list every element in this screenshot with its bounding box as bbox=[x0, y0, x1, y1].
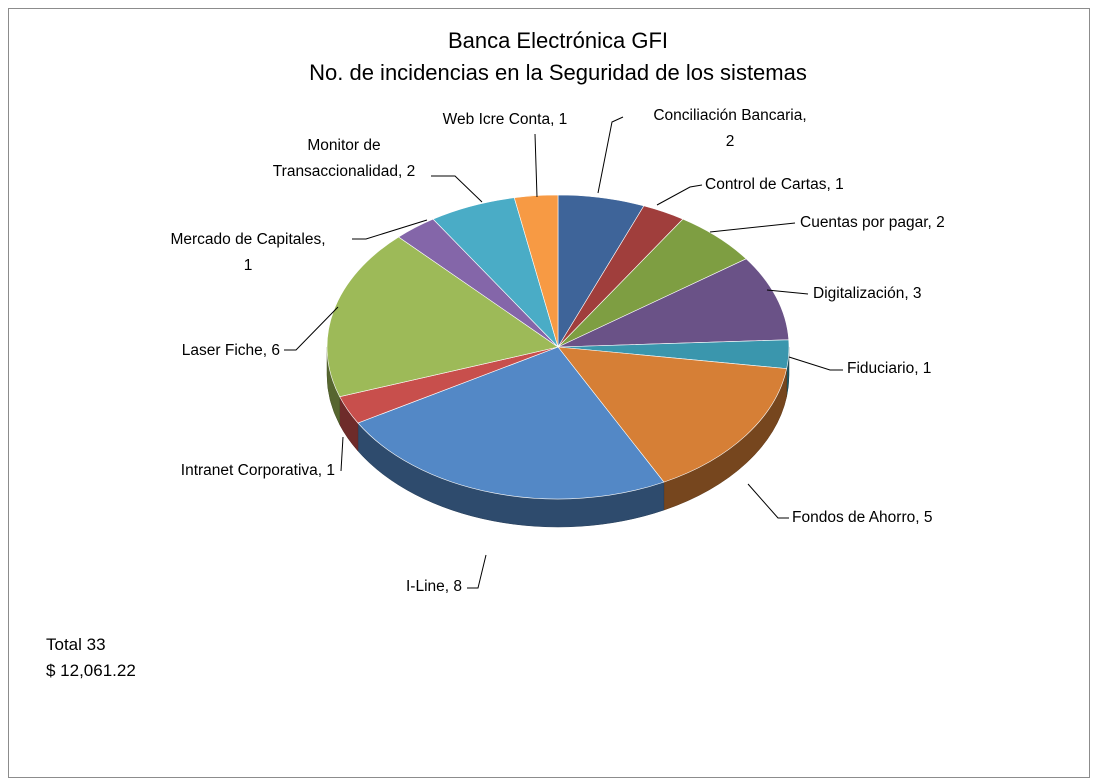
slice-label-line: Mercado de Capitales, bbox=[170, 231, 325, 248]
slice-fondos-de-ahorro bbox=[557, 346, 788, 483]
slice-label-fondos-de-ahorro: Fondos de Ahorro, 5 bbox=[792, 509, 932, 526]
leader-line-control-de-cartas bbox=[656, 184, 703, 206]
slice-label-conciliacion-bancaria: Conciliación Bancaria, 2 bbox=[653, 107, 806, 150]
leader-line-i-line bbox=[467, 554, 487, 589]
leader-line-cuentas-por-pagar bbox=[709, 222, 796, 233]
slice-label-line: 2 bbox=[726, 133, 735, 150]
slice-label-line: Conciliación Bancaria, bbox=[653, 107, 806, 124]
leader-line-digitalizacion bbox=[766, 289, 809, 295]
leader-line-monitor-de-transaccionalidad bbox=[431, 175, 483, 203]
slice-label-mercado-de-capitales: Mercado de Capitales, 1 bbox=[170, 231, 325, 274]
slice-label-digitalizacion: Digitalización, 3 bbox=[813, 285, 922, 302]
leader-line-fiduciario bbox=[788, 356, 843, 371]
slice-label-fiduciario: Fiduciario, 1 bbox=[847, 360, 931, 377]
chart-title-line-1: Banca Electrónica GFI bbox=[448, 28, 668, 53]
pie-slices bbox=[326, 194, 790, 500]
slice-label-control-de-cartas: Control de Cartas, 1 bbox=[705, 176, 844, 193]
slice-digitalizacion bbox=[557, 258, 790, 348]
leader-line-laser-fiche bbox=[284, 306, 339, 351]
slice-label-line: Control de Cartas, 1 bbox=[705, 176, 844, 193]
slice-label-i-line: I-Line, 8 bbox=[406, 578, 462, 595]
slice-label-line: Fiduciario, 1 bbox=[847, 360, 931, 377]
slice-label-cuentas-por-pagar: Cuentas por pagar, 2 bbox=[800, 214, 945, 231]
slice-label-line: I-Line, 8 bbox=[406, 578, 462, 595]
slice-label-web-icre-conta: Web Icre Conta, 1 bbox=[443, 111, 568, 128]
leader-line-conciliacion-bancaria bbox=[597, 116, 624, 194]
slice-label-line: 1 bbox=[244, 257, 253, 274]
leader-lines bbox=[284, 116, 843, 589]
slice-label-line: Transaccionalidad, 2 bbox=[273, 163, 415, 180]
slice-i-line bbox=[357, 346, 665, 500]
slice-labels: Conciliación Bancaria, 2 Control de Cartas… bbox=[170, 107, 944, 595]
slice-label-line: Cuentas por pagar, 2 bbox=[800, 214, 945, 231]
slice-label-line: Fondos de Ahorro, 5 bbox=[792, 509, 932, 526]
slice-label-line: Digitalización, 3 bbox=[813, 285, 922, 302]
slice-label-laser-fiche: Laser Fiche, 6 bbox=[182, 342, 280, 359]
total-count: Total 33 bbox=[46, 635, 106, 654]
total-amount: $ 12,061.22 bbox=[46, 661, 136, 680]
chart-title-line-2: No. de incidencias en la Seguridad de lo… bbox=[309, 60, 807, 85]
slice-label-line: Web Icre Conta, 1 bbox=[443, 111, 568, 128]
slice-web-icre-conta bbox=[513, 194, 559, 348]
leader-line-intranet-corporativa bbox=[340, 436, 344, 472]
leader-line-mercado-de-capitales bbox=[352, 219, 428, 240]
slice-label-line: Laser Fiche, 6 bbox=[182, 342, 280, 359]
leader-line-web-icre-conta bbox=[534, 133, 538, 198]
slice-label-monitor-de-transaccionalidad: Monitor de Transaccionalidad, 2 bbox=[273, 137, 415, 180]
slice-label-line: Monitor de bbox=[307, 137, 380, 154]
slice-label-intranet-corporativa: Intranet Corporativa, 1 bbox=[181, 462, 335, 479]
slice-label-line: Intranet Corporativa, 1 bbox=[181, 462, 335, 479]
leader-line-fondos-de-ahorro bbox=[747, 483, 789, 519]
